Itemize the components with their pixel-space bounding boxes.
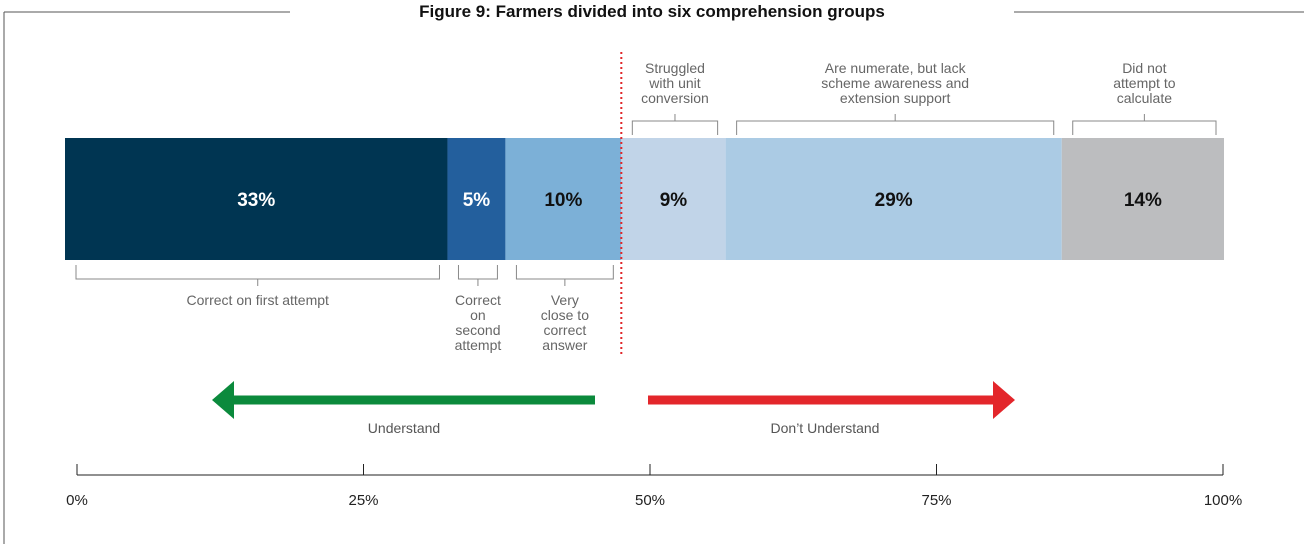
segment-annotation-6-line-2: attempt to xyxy=(1113,75,1175,91)
segment-annotation-3-line-4: answer xyxy=(542,337,587,353)
segment-value-label-1: 33% xyxy=(237,190,275,211)
segment-annotation-5-line-3: extension support xyxy=(840,90,951,106)
segment-annotation-3-line-3: correct xyxy=(543,322,586,338)
bar-segment-6 xyxy=(1061,138,1224,260)
axis-tick-label-50: 50% xyxy=(635,492,665,509)
segment-annotation-6-line-3: calculate xyxy=(1117,90,1172,106)
segment-annotation-5-line-2: scheme awareness and xyxy=(821,75,969,91)
axis-tick-label-25: 25% xyxy=(348,492,378,509)
segment-value-label-6: 14% xyxy=(1124,190,1162,211)
bracket-5 xyxy=(736,114,1055,135)
segment-value-label-3: 10% xyxy=(544,190,582,211)
annotation-brackets: Correct on first attempt Correctonseconda… xyxy=(75,60,1217,353)
arrow-label-understand: Understand xyxy=(368,420,440,436)
bracket-1 xyxy=(75,265,440,286)
bracket-2 xyxy=(457,265,498,286)
segment-annotation-2-line-4: attempt xyxy=(455,337,502,353)
understanding-arrows: Understand Don’t Understand xyxy=(212,381,1015,436)
arrow-label-don-t-understand: Don’t Understand xyxy=(771,420,880,436)
segment-annotation-4-line-2: with unit xyxy=(648,75,700,91)
chart-title: Figure 9: Farmers divided into six compr… xyxy=(419,2,885,21)
bracket-4 xyxy=(631,114,719,135)
segment-annotation-1-line-1: Correct on first attempt xyxy=(187,292,329,308)
bar-segment-2 xyxy=(447,138,506,260)
bar-segment-3 xyxy=(505,138,622,260)
axis-tick-label-100: 100% xyxy=(1204,492,1242,509)
bar-segments: 33% 5% 10% 9% 29% 14% xyxy=(65,138,1224,260)
segment-annotation-2-line-1: Correct xyxy=(455,292,501,308)
arrow-head-understand xyxy=(212,381,234,419)
segment-annotation-4-line-1: Struggled xyxy=(645,60,705,76)
bracket-6 xyxy=(1072,114,1217,135)
bar-segment-4 xyxy=(621,138,726,260)
segment-value-label-4: 9% xyxy=(660,190,688,211)
axis-tick-label-75: 75% xyxy=(921,492,951,509)
segment-annotation-2-line-3: second xyxy=(455,322,500,338)
segment-annotation-5-line-1: Are numerate, but lack xyxy=(825,60,967,76)
segment-annotation-4-line-3: conversion xyxy=(641,90,709,106)
segment-value-label-2: 5% xyxy=(463,190,491,211)
bar-segment-1 xyxy=(65,138,448,260)
segment-value-label-5: 29% xyxy=(875,190,913,211)
percent-axis: 0% 25% 50% 75% 100% xyxy=(66,464,1242,509)
bar-segment-5 xyxy=(725,138,1062,260)
arrow-head-don-t-understand xyxy=(993,381,1015,419)
bracket-3 xyxy=(515,265,614,286)
segment-annotation-2-line-2: on xyxy=(470,307,486,323)
segment-annotation-3-line-2: close to xyxy=(541,307,589,323)
segment-annotation-6-line-1: Did not xyxy=(1122,60,1166,76)
axis-tick-label-0: 0% xyxy=(66,492,88,509)
segment-annotation-3-line-1: Very xyxy=(551,292,579,308)
